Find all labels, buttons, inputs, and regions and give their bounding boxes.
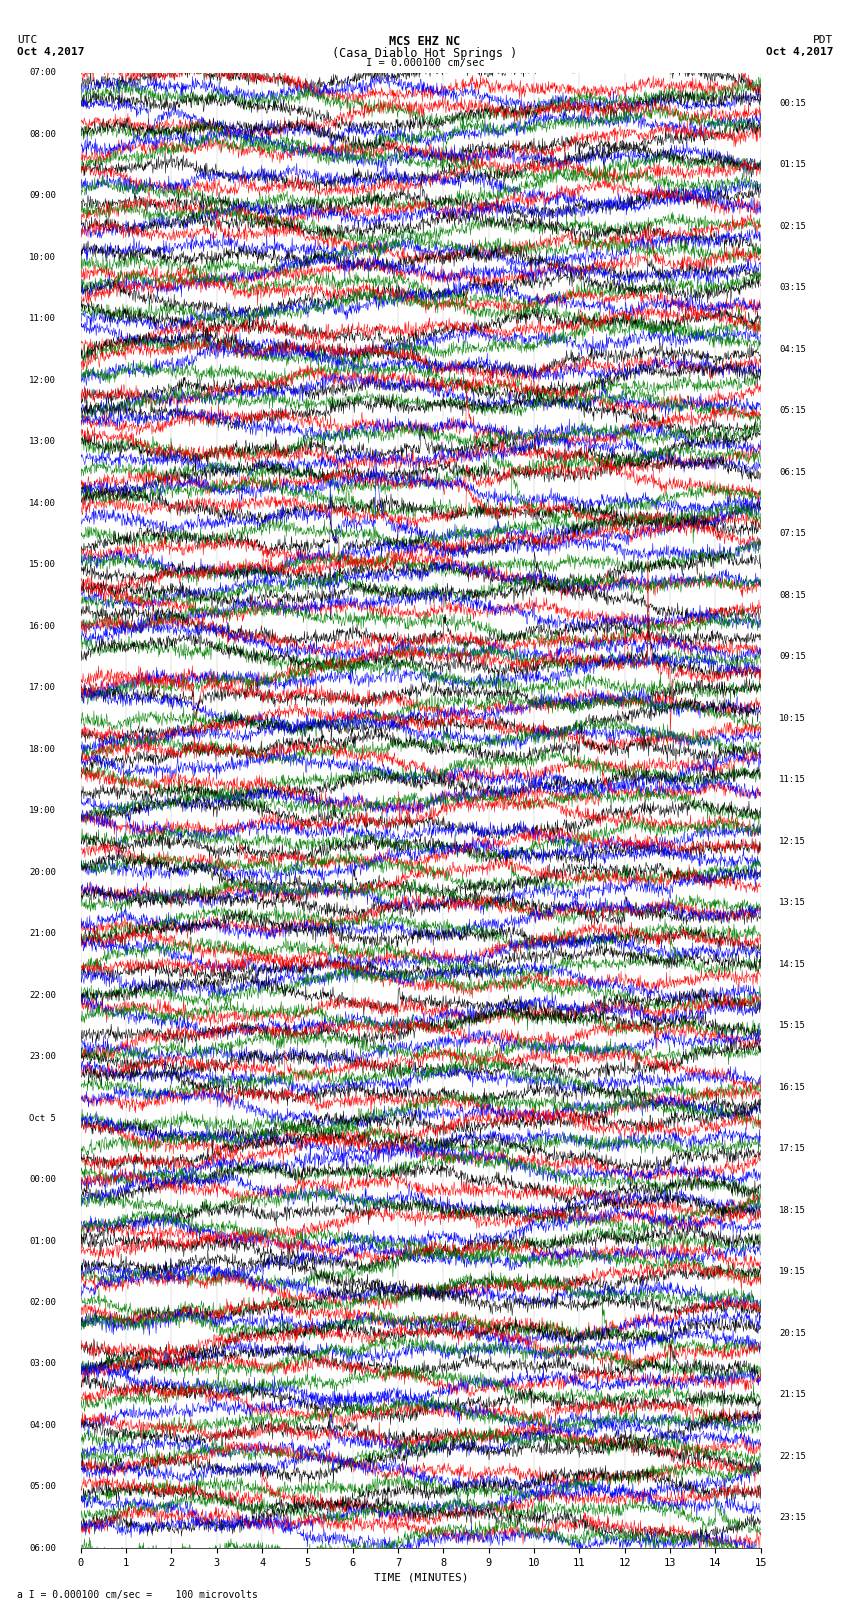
Text: 03:00: 03:00 [29, 1360, 56, 1368]
Text: 21:15: 21:15 [779, 1390, 806, 1398]
Text: 20:15: 20:15 [779, 1329, 806, 1337]
Text: 21:00: 21:00 [29, 929, 56, 939]
Text: UTC: UTC [17, 35, 37, 45]
Text: 06:15: 06:15 [779, 468, 806, 477]
Text: 11:00: 11:00 [29, 315, 56, 323]
Text: 12:00: 12:00 [29, 376, 56, 384]
Text: 02:15: 02:15 [779, 223, 806, 231]
Text: 07:00: 07:00 [29, 68, 56, 77]
Text: I = 0.000100 cm/sec: I = 0.000100 cm/sec [366, 58, 484, 68]
Text: 03:15: 03:15 [779, 284, 806, 292]
Text: 10:00: 10:00 [29, 253, 56, 261]
Text: Oct 5: Oct 5 [29, 1113, 56, 1123]
Text: (Casa Diablo Hot Springs ): (Casa Diablo Hot Springs ) [332, 47, 518, 60]
Text: 22:15: 22:15 [779, 1452, 806, 1461]
Text: 19:00: 19:00 [29, 806, 56, 815]
Text: 23:15: 23:15 [779, 1513, 806, 1523]
Text: 04:15: 04:15 [779, 345, 806, 353]
Text: PDT: PDT [813, 35, 833, 45]
Text: 06:00: 06:00 [29, 1544, 56, 1553]
Text: 01:15: 01:15 [779, 160, 806, 169]
Text: 15:00: 15:00 [29, 560, 56, 569]
Text: 04:00: 04:00 [29, 1421, 56, 1431]
Text: 10:15: 10:15 [779, 715, 806, 723]
Text: 07:15: 07:15 [779, 529, 806, 539]
Text: 18:15: 18:15 [779, 1207, 806, 1215]
Text: 16:15: 16:15 [779, 1082, 806, 1092]
Text: 08:15: 08:15 [779, 590, 806, 600]
Text: 05:15: 05:15 [779, 406, 806, 415]
Text: 23:00: 23:00 [29, 1052, 56, 1061]
Text: 19:15: 19:15 [779, 1268, 806, 1276]
Text: 16:00: 16:00 [29, 621, 56, 631]
Text: 15:15: 15:15 [779, 1021, 806, 1031]
Text: 20:00: 20:00 [29, 868, 56, 876]
Text: Oct 4,2017: Oct 4,2017 [17, 47, 84, 56]
Text: 13:15: 13:15 [779, 898, 806, 907]
Text: 12:15: 12:15 [779, 837, 806, 845]
X-axis label: TIME (MINUTES): TIME (MINUTES) [373, 1573, 468, 1582]
Text: Oct 4,2017: Oct 4,2017 [766, 47, 833, 56]
Text: MCS EHZ NC: MCS EHZ NC [389, 35, 461, 48]
Text: 00:00: 00:00 [29, 1174, 56, 1184]
Text: 08:00: 08:00 [29, 129, 56, 139]
Text: a I = 0.000100 cm/sec =    100 microvolts: a I = 0.000100 cm/sec = 100 microvolts [17, 1590, 258, 1600]
Text: 00:15: 00:15 [779, 98, 806, 108]
Text: 01:00: 01:00 [29, 1237, 56, 1245]
Text: 11:15: 11:15 [779, 776, 806, 784]
Text: 18:00: 18:00 [29, 745, 56, 753]
Text: 02:00: 02:00 [29, 1298, 56, 1307]
Text: 05:00: 05:00 [29, 1482, 56, 1492]
Text: 13:00: 13:00 [29, 437, 56, 447]
Text: 17:15: 17:15 [779, 1144, 806, 1153]
Text: 14:15: 14:15 [779, 960, 806, 969]
Text: 09:00: 09:00 [29, 190, 56, 200]
Text: 14:00: 14:00 [29, 498, 56, 508]
Text: 09:15: 09:15 [779, 652, 806, 661]
Text: 22:00: 22:00 [29, 990, 56, 1000]
Text: 17:00: 17:00 [29, 682, 56, 692]
